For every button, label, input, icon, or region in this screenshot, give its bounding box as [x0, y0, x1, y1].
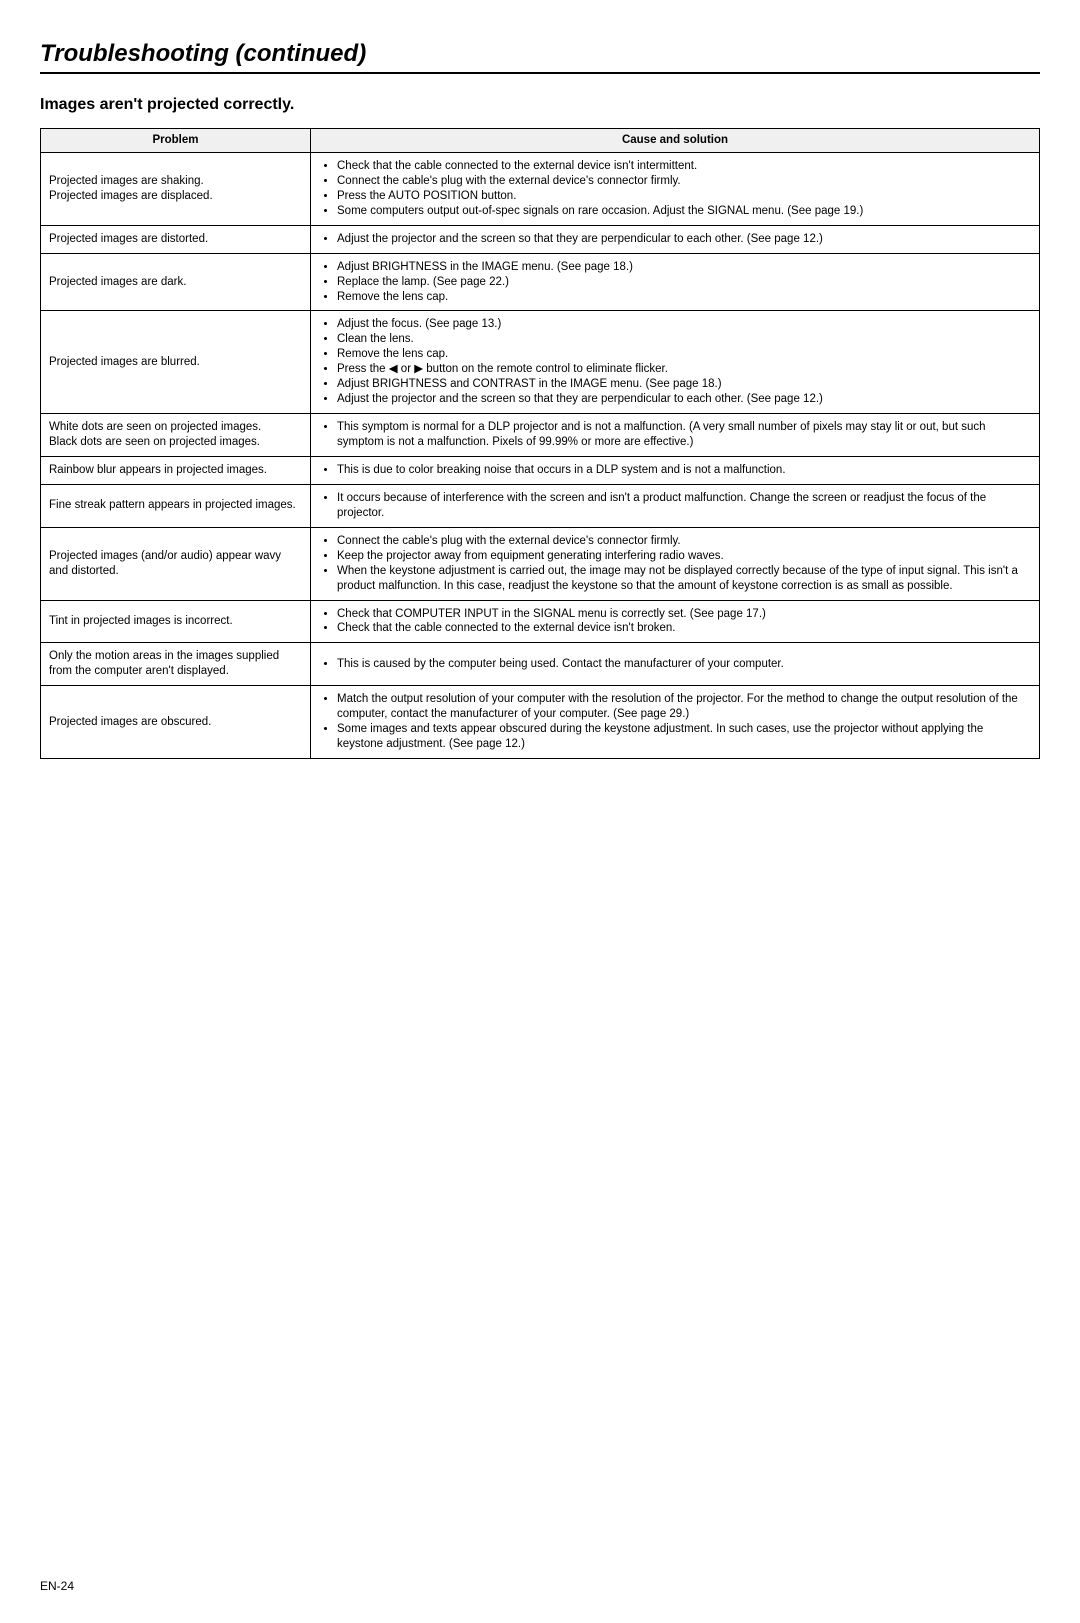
solution-item: Adjust the focus. (See page 13.)	[337, 317, 1031, 332]
solution-list: Adjust the projector and the screen so t…	[319, 232, 1031, 247]
solution-cell: This is caused by the computer being use…	[311, 643, 1040, 686]
table-row: Rainbow blur appears in projected images…	[41, 456, 1040, 484]
table-row: Tint in projected images is incorrect. Ch…	[41, 600, 1040, 643]
solution-cell: Adjust the focus. (See page 13.)Clean th…	[311, 311, 1040, 414]
problem-text: Only the motion areas in the images supp…	[49, 649, 302, 679]
solution-item: Some computers output out-of-spec signal…	[337, 204, 1031, 219]
solution-item: Adjust BRIGHTNESS and CONTRAST in the IM…	[337, 377, 1031, 392]
table-row: Projected images are blurred. Adjust the …	[41, 311, 1040, 414]
solution-item: Keep the projector away from equipment g…	[337, 549, 1031, 564]
solution-list: Check that the cable connected to the ex…	[319, 159, 1031, 219]
solution-item: Remove the lens cap.	[337, 347, 1031, 362]
solution-list: It occurs because of interference with t…	[319, 491, 1031, 521]
problem-cell: White dots are seen on projected images.…	[41, 414, 311, 457]
solution-item: Check that the cable connected to the ex…	[337, 159, 1031, 174]
problem-cell: Only the motion areas in the images supp…	[41, 643, 311, 686]
solution-item: Connect the cable's plug with the extern…	[337, 174, 1031, 189]
solution-item: This is caused by the computer being use…	[337, 657, 1031, 672]
solution-cell: Adjust the projector and the screen so t…	[311, 225, 1040, 253]
solution-cell: Connect the cable's plug with the extern…	[311, 527, 1040, 600]
title-underline	[40, 72, 1040, 74]
solution-item: Check that COMPUTER INPUT in the SIGNAL …	[337, 607, 1031, 622]
solution-item: Adjust the projector and the screen so t…	[337, 392, 1031, 407]
problem-text: Projected images are blurred.	[49, 355, 302, 370]
page-title: Troubleshooting (continued)	[40, 40, 1040, 68]
solution-list: Adjust the focus. (See page 13.)Clean th…	[319, 317, 1031, 407]
page-number: EN-24	[40, 1579, 1040, 1593]
solution-item: Remove the lens cap.	[337, 290, 1031, 305]
problem-cell: Tint in projected images is incorrect.	[41, 600, 311, 643]
table-header-row: Problem Cause and solution	[41, 129, 1040, 153]
problem-text: Projected images are shaking.	[49, 174, 302, 189]
problem-text: Fine streak pattern appears in projected…	[49, 498, 302, 513]
solution-item: This is due to color breaking noise that…	[337, 463, 1031, 478]
solution-cell: Adjust BRIGHTNESS in the IMAGE menu. (Se…	[311, 253, 1040, 311]
problem-text: Projected images are distorted.	[49, 232, 302, 247]
solution-item: Adjust the projector and the screen so t…	[337, 232, 1031, 247]
table-row: Projected images are shaking.Projected i…	[41, 152, 1040, 225]
solution-cell: This is due to color breaking noise that…	[311, 456, 1040, 484]
solution-item: Check that the cable connected to the ex…	[337, 621, 1031, 636]
table-row: Projected images (and/or audio) appear w…	[41, 527, 1040, 600]
table-row: Fine streak pattern appears in projected…	[41, 484, 1040, 527]
solution-list: This is due to color breaking noise that…	[319, 463, 1031, 478]
solution-cell: This symptom is normal for a DLP project…	[311, 414, 1040, 457]
table-row: Projected images are obscured. Match the …	[41, 686, 1040, 759]
solution-item: When the keystone adjustment is carried …	[337, 564, 1031, 594]
solution-cell: Check that COMPUTER INPUT in the SIGNAL …	[311, 600, 1040, 643]
solution-list: Adjust BRIGHTNESS in the IMAGE menu. (Se…	[319, 260, 1031, 305]
problem-cell: Projected images are shaking.Projected i…	[41, 152, 311, 225]
solution-list: This symptom is normal for a DLP project…	[319, 420, 1031, 450]
solution-list: Connect the cable's plug with the extern…	[319, 534, 1031, 594]
problem-cell: Projected images (and/or audio) appear w…	[41, 527, 311, 600]
solution-item: Press the AUTO POSITION button.	[337, 189, 1031, 204]
solution-item: Clean the lens.	[337, 332, 1031, 347]
table-row: Projected images are distorted. Adjust th…	[41, 225, 1040, 253]
problem-cell: Projected images are obscured.	[41, 686, 311, 759]
problem-text: Projected images (and/or audio) appear w…	[49, 549, 302, 579]
solution-item: It occurs because of interference with t…	[337, 491, 1031, 521]
problem-cell: Projected images are dark.	[41, 253, 311, 311]
table-row: Projected images are dark. Adjust BRIGHTN…	[41, 253, 1040, 311]
solution-item: Connect the cable's plug with the extern…	[337, 534, 1031, 549]
problem-cell: Projected images are blurred.	[41, 311, 311, 414]
solution-list: Check that COMPUTER INPUT in the SIGNAL …	[319, 607, 1031, 637]
problem-cell: Rainbow blur appears in projected images…	[41, 456, 311, 484]
column-header-problem: Problem	[41, 129, 311, 153]
problem-text: White dots are seen on projected images.	[49, 420, 302, 435]
section-title: Images aren't projected correctly.	[40, 96, 1040, 114]
solution-list: This is caused by the computer being use…	[319, 657, 1031, 672]
solution-item: This symptom is normal for a DLP project…	[337, 420, 1031, 450]
table-row: White dots are seen on projected images.…	[41, 414, 1040, 457]
solution-list: Match the output resolution of your comp…	[319, 692, 1031, 752]
solution-cell: Match the output resolution of your comp…	[311, 686, 1040, 759]
problem-text: Black dots are seen on projected images.	[49, 435, 302, 450]
solution-item: Match the output resolution of your comp…	[337, 692, 1031, 722]
solution-item: Press the ◀ or ▶ button on the remote co…	[337, 362, 1031, 377]
solution-cell: It occurs because of interference with t…	[311, 484, 1040, 527]
solution-item: Adjust BRIGHTNESS in the IMAGE menu. (Se…	[337, 260, 1031, 275]
problem-cell: Fine streak pattern appears in projected…	[41, 484, 311, 527]
problem-text: Tint in projected images is incorrect.	[49, 614, 302, 629]
solution-item: Replace the lamp. (See page 22.)	[337, 275, 1031, 290]
table-row: Only the motion areas in the images supp…	[41, 643, 1040, 686]
problem-text: Projected images are displaced.	[49, 189, 302, 204]
problem-cell: Projected images are distorted.	[41, 225, 311, 253]
solution-cell: Check that the cable connected to the ex…	[311, 152, 1040, 225]
solution-item: Some images and texts appear obscured du…	[337, 722, 1031, 752]
troubleshooting-table: Problem Cause and solution Projected ima…	[40, 128, 1040, 759]
problem-text: Projected images are obscured.	[49, 715, 302, 730]
problem-text: Projected images are dark.	[49, 275, 302, 290]
problem-text: Rainbow blur appears in projected images…	[49, 463, 302, 478]
column-header-solution: Cause and solution	[311, 129, 1040, 153]
